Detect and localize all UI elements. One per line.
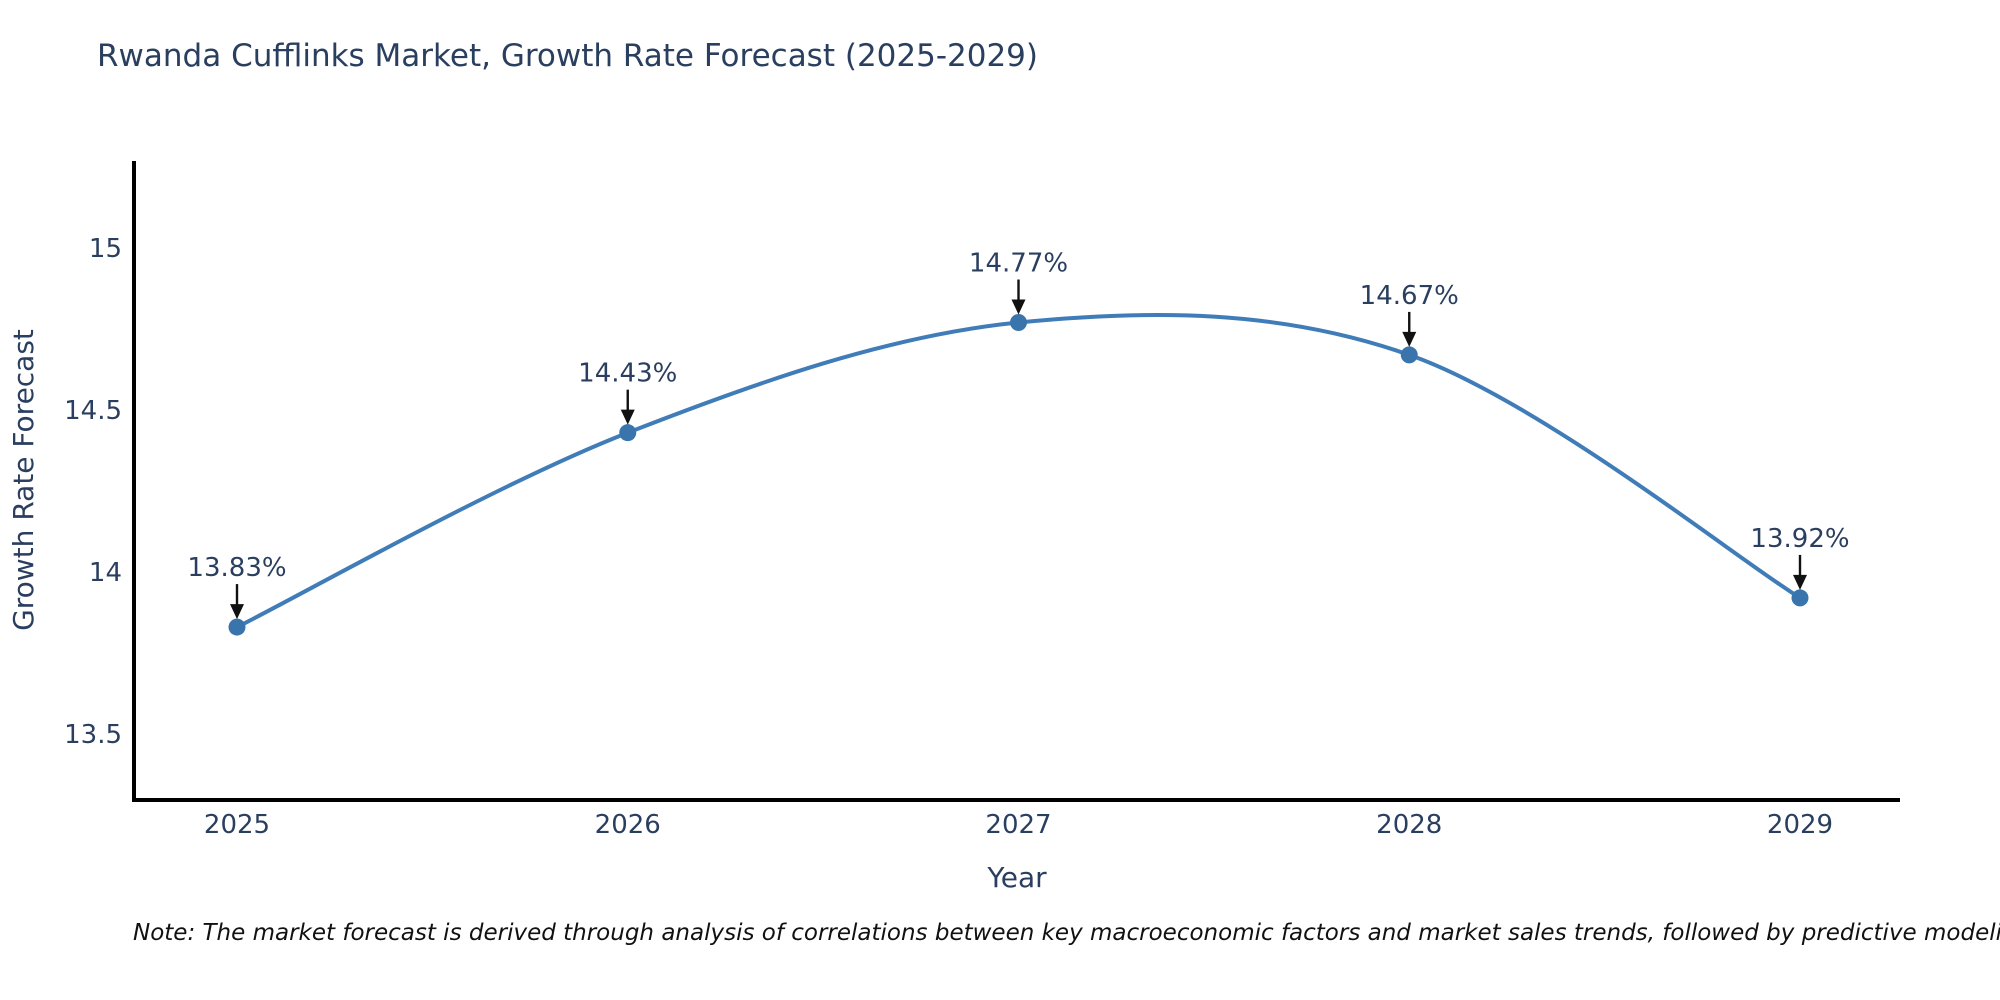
y-tick-label: 15 xyxy=(89,234,122,264)
forecast-line xyxy=(235,312,1802,630)
x-tick-label: 2028 xyxy=(1376,810,1442,840)
data-point-marker xyxy=(1791,589,1809,607)
chart-title: Rwanda Cufflinks Market, Growth Rate For… xyxy=(97,38,1039,74)
annotation-arrowhead-icon xyxy=(1402,331,1417,347)
data-point-marker xyxy=(619,424,637,442)
data-point-marker xyxy=(1010,314,1027,332)
point-value-label: 13.92% xyxy=(1750,524,1849,554)
point-value-label: 14.43% xyxy=(578,359,677,389)
x-axis-title: Year xyxy=(986,861,1047,894)
x-tick-label: 2026 xyxy=(595,810,661,840)
point-value-label: 14.77% xyxy=(969,249,1068,279)
data-point-marker xyxy=(228,618,246,636)
x-tick-label: 2027 xyxy=(985,810,1051,840)
annotation-arrowhead-icon xyxy=(1793,574,1807,590)
annotation-arrowhead-icon xyxy=(620,409,635,425)
x-tick-label: 2025 xyxy=(204,810,270,840)
point-value-label: 14.67% xyxy=(1360,281,1459,311)
y-tick-label: 14.5 xyxy=(64,396,122,426)
y-tick-label: 14 xyxy=(89,558,122,588)
data-point-marker xyxy=(1400,346,1418,364)
footnote: Note: The market forecast is derived thr… xyxy=(133,920,2000,946)
x-tick-label: 2029 xyxy=(1767,810,1833,840)
y-tick-label: 13.5 xyxy=(64,720,122,750)
annotation-arrowhead-icon xyxy=(1011,299,1026,315)
point-value-label: 13.83% xyxy=(187,553,286,583)
annotation-arrowhead-icon xyxy=(230,604,244,620)
y-axis-title: Growth Rate Forecast xyxy=(7,329,40,631)
